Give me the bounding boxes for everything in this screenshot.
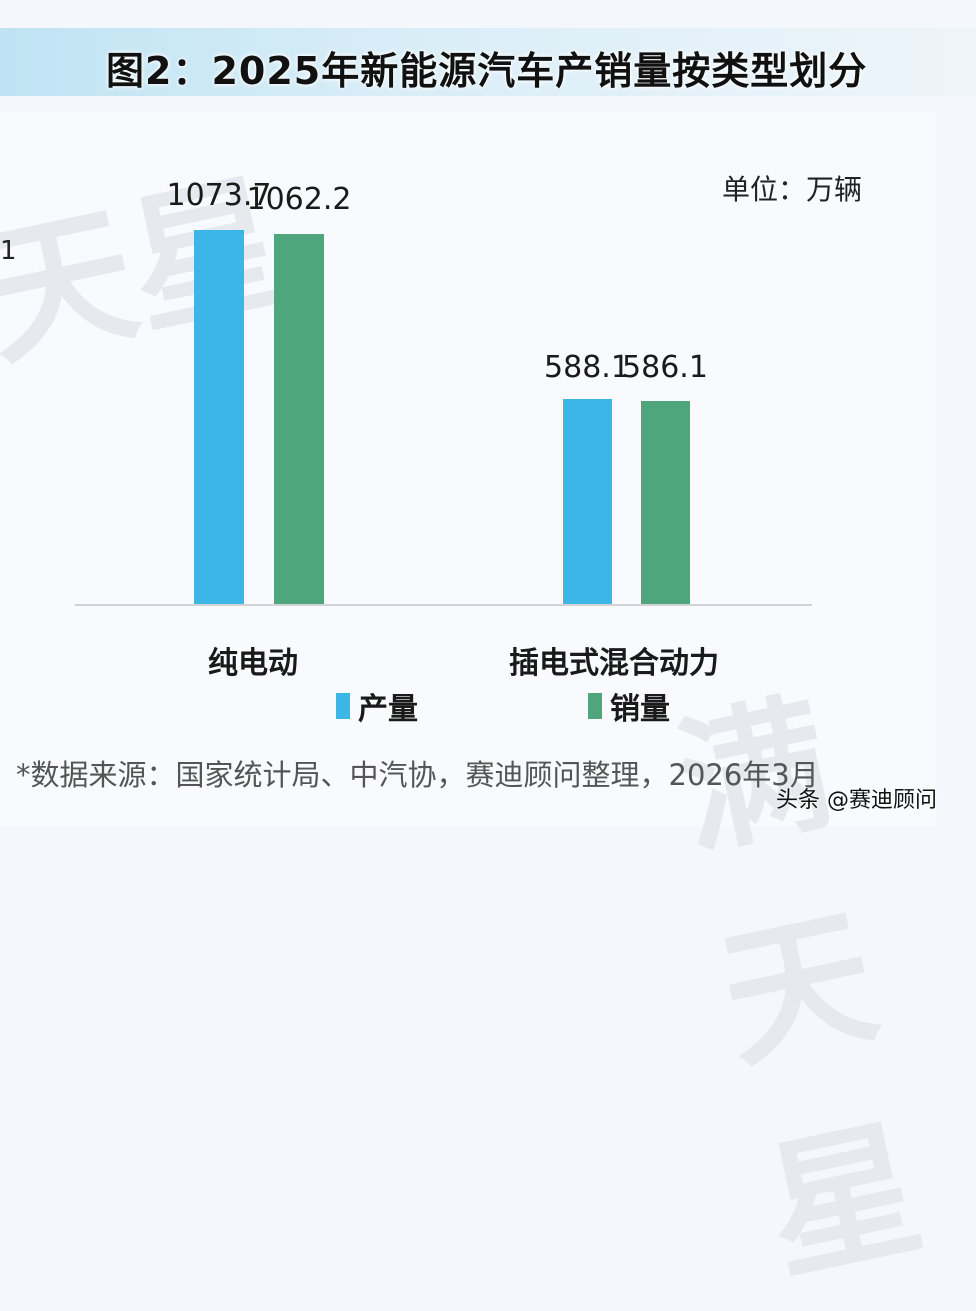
unit-label: 单位：万辆 (722, 173, 863, 206)
chart-panel (0, 112, 936, 826)
value-label: 1062.2 (246, 182, 352, 217)
value-label: 586.1 (622, 350, 708, 385)
legend-label: 销量 (610, 692, 670, 727)
legend-swatch (336, 693, 350, 719)
value-label: 588.1 (544, 350, 630, 385)
legend-swatch (588, 693, 602, 719)
title-band (0, 28, 976, 96)
legend-item-production: 产量 (336, 684, 418, 728)
bar-phev-sales (641, 401, 690, 604)
x-axis (75, 604, 812, 606)
bar-bev-sales (274, 234, 324, 604)
legend-item-sales: 销量 (588, 684, 670, 728)
cropped-edge-label: 1 (0, 236, 17, 266)
chart-title: 图2：2025年新能源汽车产销量按类型划分 (106, 49, 868, 93)
publisher-credit: 头条 @赛迪顾问 (776, 788, 937, 813)
value-label: 1073.7 (166, 178, 272, 213)
data-source-note: *数据来源：国家统计局、中汽协，赛迪顾问整理，2026年3月 (16, 758, 819, 792)
bar-bev-production (194, 230, 244, 604)
bar-phev-production (563, 399, 612, 604)
legend-label: 产量 (358, 692, 418, 727)
category-label: 插电式混合动力 (509, 646, 719, 681)
category-label: 纯电动 (208, 646, 298, 681)
